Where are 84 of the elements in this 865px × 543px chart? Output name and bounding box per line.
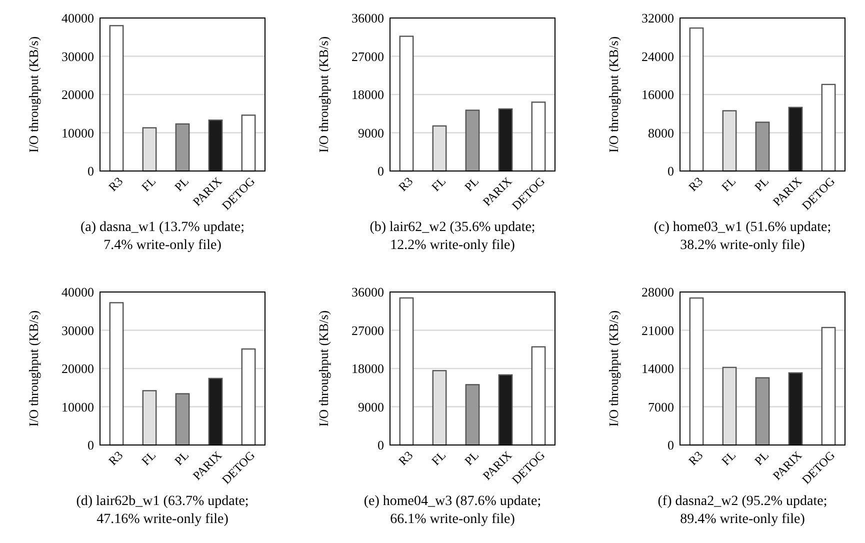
bar — [821, 84, 836, 172]
text: (c) home03_w1 (51.6% update; 38.2% write-only file) — [654, 220, 832, 253]
text: (a) dasna_w1 (13.7% update; 7.4% write-only file) — [80, 220, 245, 253]
x-tick-label: R3 — [106, 448, 126, 468]
y-tick-label: 20000 — [62, 361, 94, 376]
y-tick-label: 10000 — [62, 125, 94, 140]
y-tick-label: 27000 — [352, 322, 384, 338]
bar — [208, 120, 223, 172]
x-tick-label: R3 — [686, 448, 706, 468]
y-tick-label: 9000 — [358, 125, 384, 140]
x-tick-label: FL — [428, 174, 449, 194]
y-tick-label: 18000 — [352, 87, 384, 102]
y-tick-label: 36000 — [352, 284, 384, 300]
x-tick-label: R3 — [396, 174, 416, 194]
bar — [755, 122, 770, 172]
x-tick-label: PL — [462, 448, 482, 468]
bar — [109, 25, 124, 172]
y-axis-title: I/O throughput (KB/s) — [316, 310, 331, 427]
bar — [788, 372, 803, 446]
bar — [689, 297, 704, 446]
y-tick-label: 27000 — [352, 48, 384, 64]
bar — [689, 27, 704, 172]
y-tick-label: 0 — [668, 438, 674, 453]
y-tick-label: 16000 — [642, 87, 674, 102]
x-tick-label: R3 — [686, 174, 706, 194]
x-tick-label: R3 — [106, 174, 126, 194]
text: (e) home04_w3 (87.6% update; 66.1% write-only file) — [364, 494, 542, 527]
bar — [175, 393, 190, 446]
y-tick-label: 32000 — [642, 10, 674, 26]
y-tick-label: 30000 — [62, 48, 94, 64]
y-tick-label: 14000 — [642, 361, 674, 376]
bar — [175, 123, 190, 172]
x-tick-label: PL — [752, 448, 772, 468]
y-axis-title: I/O throughput (KB/s) — [606, 36, 621, 153]
x-tick-label: R3 — [396, 448, 416, 468]
y-tick-label: 0 — [88, 438, 94, 453]
y-axis-title: I/O throughput (KB/s) — [26, 36, 41, 153]
x-tick-label: FL — [138, 174, 159, 194]
bar — [241, 348, 256, 446]
bar — [465, 110, 480, 172]
x-tick-label: FL — [718, 174, 739, 194]
bar — [208, 378, 223, 446]
text: (f) dasna2_w2 (95.2% update; 89.4% write-only file) — [658, 494, 828, 527]
text: (d) lair62b_w1 (63.7% update; 47.16% write-only file) — [76, 494, 249, 527]
y-tick-label: 0 — [88, 164, 94, 179]
y-axis-title: I/O throughput (KB/s) — [26, 310, 41, 427]
bar — [531, 346, 546, 446]
y-tick-label: 28000 — [642, 284, 674, 300]
y-axis-title: I/O throughput (KB/s) — [316, 36, 331, 153]
y-tick-label: 0 — [668, 164, 674, 179]
bar — [531, 102, 546, 172]
bar — [498, 374, 513, 446]
x-tick-label: PL — [172, 448, 192, 468]
y-tick-label: 8000 — [648, 125, 674, 140]
y-tick-label: 0 — [378, 438, 384, 453]
bar — [498, 108, 513, 172]
y-tick-label: 20000 — [62, 87, 94, 102]
y-tick-label: 7000 — [648, 399, 674, 414]
y-tick-label: 10000 — [62, 399, 94, 414]
y-tick-label: 18000 — [352, 361, 384, 376]
y-tick-label: 24000 — [642, 48, 674, 64]
y-tick-label: 0 — [378, 164, 384, 179]
x-tick-label: PL — [172, 174, 192, 194]
y-tick-label: 36000 — [352, 10, 384, 26]
y-axis-title: I/O throughput (KB/s) — [606, 310, 621, 427]
y-tick-label: 30000 — [62, 322, 94, 338]
x-tick-label: PL — [462, 174, 482, 194]
bar — [821, 326, 836, 446]
bar — [399, 36, 414, 172]
bar — [465, 384, 480, 446]
bar — [241, 114, 256, 172]
bar — [399, 297, 414, 446]
y-tick-label: 21000 — [642, 322, 674, 338]
y-tick-label: 40000 — [62, 284, 94, 300]
y-tick-label: 40000 — [62, 10, 94, 26]
bar — [755, 377, 770, 446]
text: (b) lair62_w2 (35.6% update; 12.2% write-only file) — [370, 220, 536, 253]
x-tick-label: FL — [428, 448, 449, 468]
bar — [788, 106, 803, 172]
x-tick-label: FL — [718, 448, 739, 468]
x-tick-label: FL — [138, 448, 159, 468]
y-tick-label: 9000 — [358, 399, 384, 414]
bar — [109, 302, 124, 446]
x-tick-label: PL — [752, 174, 772, 194]
